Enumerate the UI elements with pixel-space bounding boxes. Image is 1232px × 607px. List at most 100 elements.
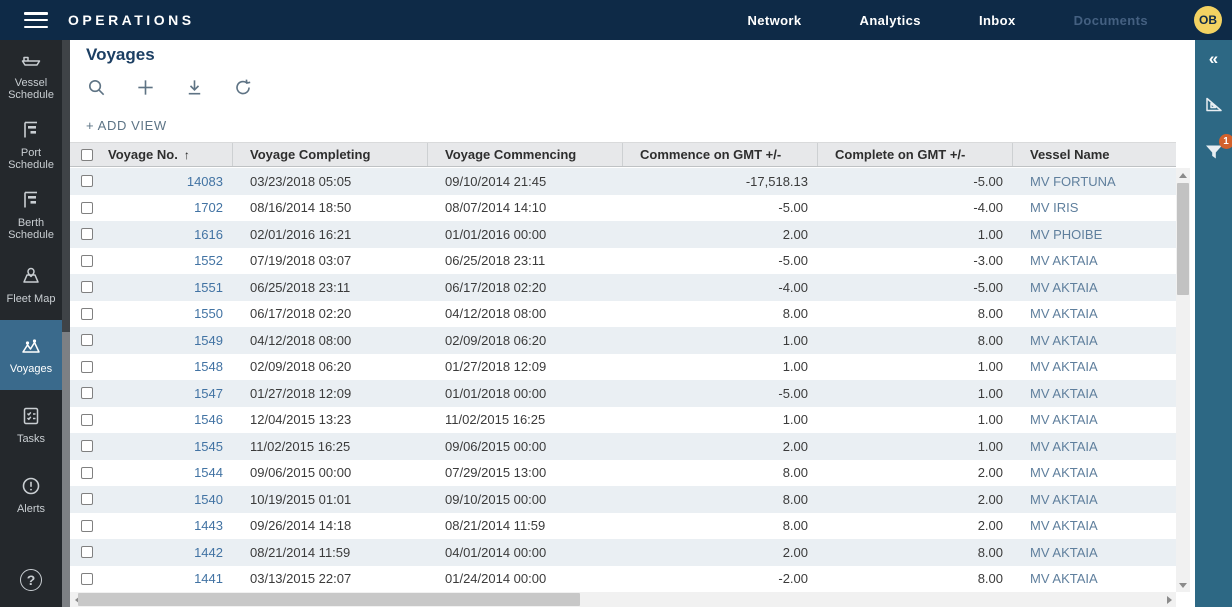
nav-link-network[interactable]: Network xyxy=(747,12,802,28)
search-button[interactable] xyxy=(84,76,109,101)
voyage-number-link[interactable]: 1548 xyxy=(194,359,223,375)
table-row[interactable]: 1616 02/01/2016 16:21 01/01/2016 00:00 2.00… xyxy=(70,221,1176,248)
table-row[interactable]: 1547 01/27/2018 12:09 01/01/2018 00:00 -5.0… xyxy=(70,380,1176,407)
row-checkbox[interactable] xyxy=(80,546,93,559)
row-checkbox[interactable] xyxy=(80,201,93,214)
row-checkbox[interactable] xyxy=(80,281,93,294)
vessel-name-link[interactable]: MV AKTAIA xyxy=(1030,412,1098,428)
vessel-name-link[interactable]: MV FORTUNA xyxy=(1030,173,1116,189)
horizontal-scrollbar-thumb[interactable] xyxy=(78,593,580,606)
add-button[interactable] xyxy=(133,76,158,101)
table-row[interactable]: 1551 06/25/2018 23:11 06/17/2018 02:20 -4.0… xyxy=(70,274,1176,301)
hamburger-menu-icon[interactable] xyxy=(24,12,48,28)
voyage-number-link[interactable]: 1616 xyxy=(194,226,223,242)
vessel-name-link[interactable]: MV AKTAIA xyxy=(1030,279,1098,295)
table-row[interactable]: 1443 09/26/2014 14:18 08/21/2014 11:59 8.00… xyxy=(70,513,1176,540)
table-row[interactable]: 1545 11/02/2015 16:25 09/06/2015 00:00 2.00… xyxy=(70,433,1176,460)
table-row[interactable]: 1441 03/13/2015 22:07 01/24/2014 00:00 -2.0… xyxy=(70,566,1176,593)
filter-icon[interactable]: 1 xyxy=(1203,134,1232,163)
voyage-number-link[interactable]: 1545 xyxy=(194,438,223,454)
row-checkbox[interactable] xyxy=(80,360,93,373)
vessel-name-link[interactable]: MV IRIS xyxy=(1030,200,1079,216)
help-icon[interactable]: ? xyxy=(20,569,42,591)
collapse-panel-icon[interactable]: « xyxy=(1208,49,1219,68)
table-row[interactable]: 1546 12/04/2015 13:23 11/02/2015 16:25 1.00… xyxy=(70,407,1176,434)
sidebar-item-berth-schedule[interactable]: Berth Schedule xyxy=(0,180,62,250)
table-row[interactable]: 1549 04/12/2018 08:00 02/09/2018 06:20 1.00… xyxy=(70,327,1176,354)
horizontal-scrollbar[interactable] xyxy=(70,592,1176,607)
sidebar-item-alerts[interactable]: Alerts xyxy=(0,460,62,530)
table-row[interactable]: 14083 03/23/2018 05:05 09/10/2014 21:45 -17… xyxy=(70,168,1176,195)
voyage-number-link[interactable]: 1702 xyxy=(194,200,223,216)
column-header-voyage-no-[interactable]: Voyage No. ↑ xyxy=(103,143,233,166)
voyage-number-link[interactable]: 14083 xyxy=(186,173,223,189)
voyage-number-link[interactable]: 1540 xyxy=(194,491,223,507)
voyage-number-link[interactable]: 1443 xyxy=(194,518,223,534)
nav-link-documents[interactable]: Documents xyxy=(1073,12,1148,28)
sidebar-item-fleet-map[interactable]: Fleet Map xyxy=(0,250,62,320)
sidebar-item-vessel-schedule[interactable]: Vessel Schedule xyxy=(0,40,62,110)
reset-button[interactable] xyxy=(231,76,256,101)
table-row[interactable]: 1442 08/21/2014 11:59 04/01/2014 00:00 2.00… xyxy=(70,539,1176,566)
voyage-number-link[interactable]: 1544 xyxy=(194,465,223,481)
add-view-button[interactable]: + ADD VIEW xyxy=(86,118,167,133)
row-checkbox[interactable] xyxy=(80,175,93,188)
sidebar-item-voyages[interactable]: Voyages xyxy=(0,320,62,390)
voyage-number-link[interactable]: 1550 xyxy=(194,306,223,322)
table-row[interactable]: 1550 06/17/2018 02:20 04/12/2018 08:00 8.00… xyxy=(70,301,1176,328)
scroll-right-arrow[interactable] xyxy=(1162,592,1176,607)
vessel-name-link[interactable]: MV AKTAIA xyxy=(1030,332,1098,348)
download-button[interactable] xyxy=(182,76,207,101)
voyage-number-link[interactable]: 1442 xyxy=(194,544,223,560)
row-checkbox[interactable] xyxy=(80,307,93,320)
table-row[interactable]: 1552 07/19/2018 03:07 06/25/2018 23:11 -5.0… xyxy=(70,248,1176,275)
table-row[interactable]: 1702 08/16/2014 18:50 08/07/2014 14:10 -5.0… xyxy=(70,195,1176,222)
vessel-name-link[interactable]: MV AKTAIA xyxy=(1030,306,1098,322)
voyage-number-link[interactable]: 1549 xyxy=(194,332,223,348)
sidebar-item-port-schedule[interactable]: Port Schedule xyxy=(0,110,62,180)
vertical-scrollbar[interactable] xyxy=(1176,168,1190,592)
row-checkbox[interactable] xyxy=(80,228,93,241)
vessel-name-link[interactable]: MV AKTAIA xyxy=(1030,359,1098,375)
column-header-commence-on-gmt-[interactable]: Commence on GMT +/- xyxy=(623,143,818,166)
row-checkbox[interactable] xyxy=(80,387,93,400)
row-checkbox[interactable] xyxy=(80,440,93,453)
vertical-scrollbar-thumb[interactable] xyxy=(1177,183,1189,295)
vessel-name-link[interactable]: MV AKTAIA xyxy=(1030,518,1098,534)
nav-link-analytics[interactable]: Analytics xyxy=(859,12,921,28)
vessel-name-link[interactable]: MV AKTAIA xyxy=(1030,465,1098,481)
nav-link-inbox[interactable]: Inbox xyxy=(978,12,1016,28)
vessel-name-link[interactable]: MV PHOIBE xyxy=(1030,226,1103,242)
row-checkbox[interactable] xyxy=(80,572,93,585)
row-checkbox[interactable] xyxy=(80,254,93,267)
user-avatar[interactable]: OB xyxy=(1194,6,1222,34)
scroll-up-arrow[interactable] xyxy=(1176,168,1190,182)
row-checkbox[interactable] xyxy=(80,466,93,479)
row-checkbox[interactable] xyxy=(80,519,93,532)
column-header-vessel-name[interactable]: Vessel Name xyxy=(1030,147,1110,162)
row-checkbox[interactable] xyxy=(80,413,93,426)
vessel-name-link[interactable]: MV AKTAIA xyxy=(1030,491,1098,507)
scroll-down-arrow[interactable] xyxy=(1176,578,1190,592)
vessel-name-link[interactable]: MV AKTAIA xyxy=(1030,571,1098,587)
row-checkbox[interactable] xyxy=(80,334,93,347)
voyage-number-link[interactable]: 1546 xyxy=(194,412,223,428)
vessel-name-link[interactable]: MV AKTAIA xyxy=(1030,385,1098,401)
voyage-number-link[interactable]: 1547 xyxy=(194,385,223,401)
voyage-number-link[interactable]: 1551 xyxy=(194,279,223,295)
vessel-name-link[interactable]: MV AKTAIA xyxy=(1030,544,1098,560)
table-row[interactable]: 1540 10/19/2015 01:01 09/10/2015 00:00 8.00… xyxy=(70,486,1176,513)
pointer-tool-icon[interactable] xyxy=(1203,93,1225,115)
vessel-name-link[interactable]: MV AKTAIA xyxy=(1030,253,1098,269)
sidebar-scrollbar-thumb[interactable] xyxy=(62,40,70,332)
row-checkbox[interactable] xyxy=(80,493,93,506)
scroll-left-arrow[interactable] xyxy=(70,592,84,607)
table-row[interactable]: 1544 09/06/2015 00:00 07/29/2015 13:00 8.00… xyxy=(70,460,1176,487)
column-header-voyage-completing[interactable]: Voyage Completing xyxy=(233,143,428,166)
sidebar-scrollbar[interactable] xyxy=(62,40,70,607)
voyage-number-link[interactable]: 1552 xyxy=(194,253,223,269)
column-header-voyage-commencing[interactable]: Voyage Commencing xyxy=(428,143,623,166)
vessel-name-link[interactable]: MV AKTAIA xyxy=(1030,438,1098,454)
voyage-number-link[interactable]: 1441 xyxy=(194,571,223,587)
sidebar-item-tasks[interactable]: Tasks xyxy=(0,390,62,460)
